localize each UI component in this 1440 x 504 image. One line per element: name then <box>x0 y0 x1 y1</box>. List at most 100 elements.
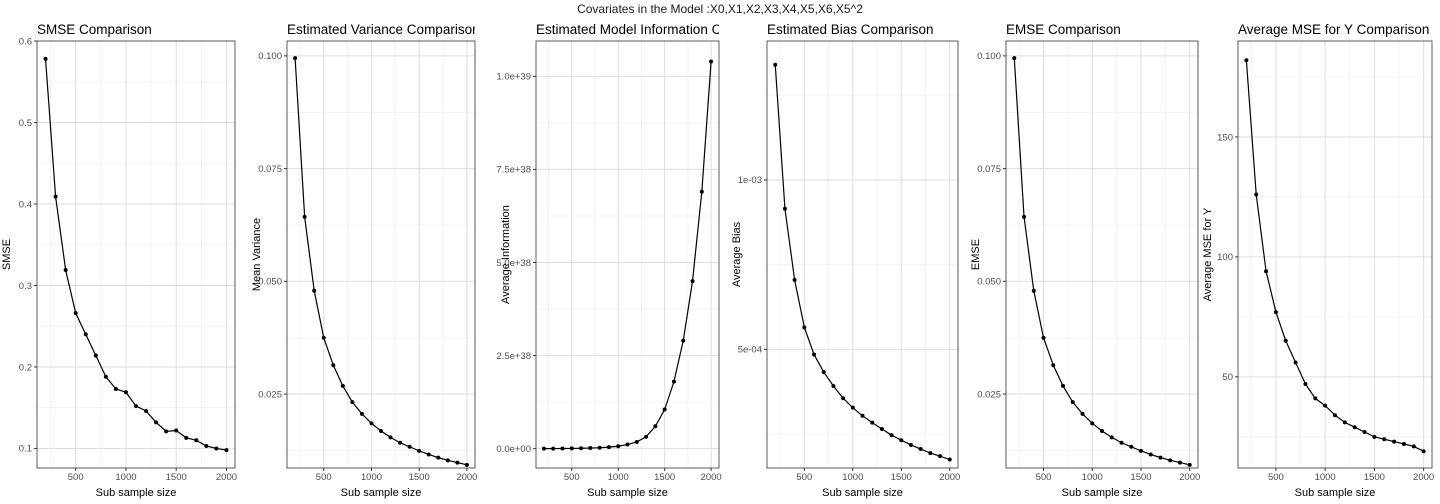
x-tick-label: 1500 <box>409 472 430 483</box>
x-tick-label: 1500 <box>891 472 912 483</box>
data-point <box>1342 420 1347 425</box>
data-point <box>144 408 149 413</box>
data-point <box>194 438 199 443</box>
y-tick-label: 1e-03 <box>738 175 762 186</box>
data-point <box>340 383 345 388</box>
x-tick-label: 1500 <box>166 472 187 483</box>
data-point <box>831 383 836 388</box>
x-tick-label: 2000 <box>1413 472 1434 483</box>
data-point <box>464 462 469 467</box>
x-axis-label: Sub sample size <box>1295 487 1376 499</box>
data-point <box>569 446 574 451</box>
data-point <box>113 386 118 391</box>
x-axis-label: Sub sample size <box>341 487 422 499</box>
data-point <box>653 424 658 429</box>
figure-supertitle: Covariates in the Model :X0,X1,X2,X3,X4,… <box>577 2 863 16</box>
x-tick-label: 2000 <box>701 472 722 483</box>
data-point <box>1090 421 1095 426</box>
data-point <box>579 446 584 451</box>
series-line <box>1013 58 1190 466</box>
x-tick-label: 1000 <box>361 472 382 483</box>
x-tick-label: 500 <box>68 472 84 483</box>
data-point <box>1382 437 1387 442</box>
data-point <box>164 429 169 434</box>
data-point <box>821 370 826 375</box>
data-point <box>597 445 602 450</box>
data-point <box>850 405 855 410</box>
data-point <box>938 454 943 459</box>
chart-panel-5: EMSE Comparison 500 1000 1500 2000 0.025 0.050… <box>970 22 1200 499</box>
data-point <box>359 411 364 416</box>
data-point <box>1031 288 1036 293</box>
data-point <box>1061 383 1066 388</box>
y-tick-label: 0.3 <box>19 281 32 292</box>
data-point <box>860 413 865 418</box>
x-tick-label: 500 <box>1268 472 1284 483</box>
data-point <box>398 440 403 445</box>
data-point <box>350 400 355 405</box>
data-point <box>928 451 933 456</box>
data-point <box>662 407 667 412</box>
data-point <box>388 435 393 440</box>
y-axis-label: Mean Variance <box>251 218 263 291</box>
y-tick-label: 0.0e+00 <box>496 444 531 455</box>
data-point <box>1012 56 1017 61</box>
data-point <box>369 421 374 426</box>
data-point <box>436 455 441 460</box>
y-tick-label: 0.075 <box>977 164 1001 175</box>
y-tick-label: 0.2 <box>19 362 32 373</box>
data-point <box>1100 429 1104 434</box>
data-point <box>379 429 383 434</box>
data-point <box>1158 455 1163 460</box>
data-point <box>1051 363 1056 368</box>
data-point <box>899 438 904 443</box>
x-tick-label: 1500 <box>1130 472 1151 483</box>
x-tick-label: 2000 <box>216 472 237 483</box>
data-point <box>1313 396 1318 401</box>
y-tick-label: 5e-04 <box>738 345 762 356</box>
panel-title: Average MSE for Y Comparison <box>1238 22 1429 37</box>
x-axis-label: Sub sample size <box>1062 487 1143 499</box>
x-tick-label: 1000 <box>842 472 863 483</box>
data-point <box>588 446 593 451</box>
data-point <box>93 353 98 358</box>
chart-panel-4: Estimated Bias Comparison 500 1000 1500 2000… <box>731 22 960 499</box>
y-tick-label: 1.0e+39 <box>496 72 531 83</box>
data-point <box>699 189 704 194</box>
y-tick-label: 0.1 <box>19 444 32 455</box>
series-line <box>774 64 950 461</box>
panel-border <box>36 40 236 469</box>
x-axis-label: Sub sample size <box>587 487 668 499</box>
data-point <box>560 446 565 451</box>
data-point <box>1129 444 1134 449</box>
data-point <box>1148 452 1153 457</box>
data-point <box>782 206 787 211</box>
data-point <box>690 279 695 284</box>
data-point <box>616 444 621 449</box>
data-point <box>606 445 611 450</box>
data-point <box>73 311 78 316</box>
y-tick-label: 0.050 <box>258 277 282 288</box>
data-point <box>889 433 894 438</box>
data-point <box>1303 382 1308 387</box>
data-point <box>224 448 229 453</box>
data-point <box>103 374 108 379</box>
data-point <box>551 446 556 451</box>
panel-border <box>1237 40 1433 469</box>
series-line <box>1245 60 1424 452</box>
data-point <box>671 379 676 384</box>
data-point <box>1401 442 1406 447</box>
data-point <box>709 59 714 64</box>
data-point <box>63 267 68 272</box>
data-point <box>293 56 298 61</box>
data-point <box>214 446 219 451</box>
data-point <box>802 325 807 330</box>
x-tick-label: 1500 <box>1364 472 1385 483</box>
data-point <box>1138 448 1143 453</box>
panel-border <box>286 40 476 469</box>
x-tick-label: 1000 <box>1082 472 1103 483</box>
data-point <box>541 446 546 451</box>
y-tick-label: 5.0e+38 <box>496 258 531 269</box>
data-point <box>1187 462 1192 467</box>
data-point <box>1119 440 1124 445</box>
